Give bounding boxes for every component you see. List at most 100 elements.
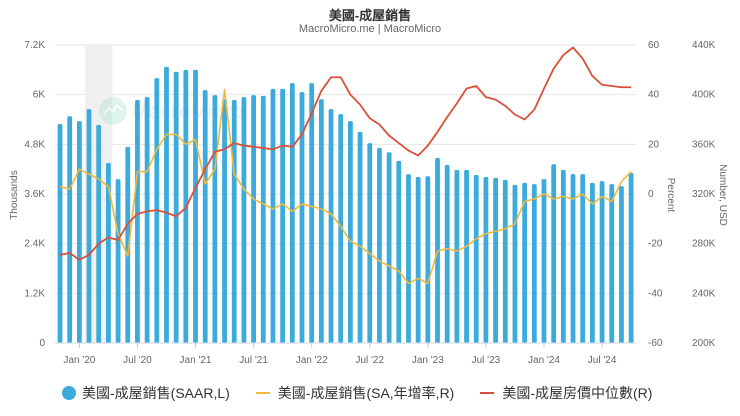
svg-text:4.8K: 4.8K [24, 139, 45, 150]
bar[interactable] [444, 165, 450, 343]
bar[interactable] [551, 164, 557, 343]
svg-text:-40: -40 [648, 288, 663, 299]
chart-plot: MacroMicro 7.2K6K4.8K3.6K2.4K1.2K0604020… [9, 40, 728, 366]
svg-text:6K: 6K [33, 90, 46, 101]
bar[interactable] [570, 174, 576, 343]
svg-text:0: 0 [648, 189, 654, 200]
bar[interactable] [241, 97, 247, 344]
bar[interactable] [425, 176, 431, 343]
bar[interactable] [590, 182, 595, 343]
bar[interactable] [106, 162, 111, 343]
bar[interactable] [348, 121, 353, 344]
svg-text:1.2K: 1.2K [24, 288, 45, 299]
svg-text:360K: 360K [692, 139, 716, 150]
bar[interactable] [580, 174, 586, 343]
svg-text:7.2K: 7.2K [24, 40, 45, 51]
bar[interactable] [57, 124, 63, 343]
bar[interactable] [135, 100, 140, 343]
bar[interactable] [144, 97, 150, 344]
svg-text:320K: 320K [692, 189, 716, 200]
svg-text:Jan '24: Jan '24 [528, 355, 560, 366]
yoy-line [59, 88, 632, 285]
bar[interactable] [522, 182, 528, 343]
chart-subtitle: MacroMicro.me | MacroMicro [298, 23, 442, 35]
svg-text:280K: 280K [692, 239, 716, 250]
bar[interactable] [396, 160, 402, 343]
legend-item-price[interactable]: 美國-成屋房價中位數(R) [480, 383, 652, 403]
svg-text:-60: -60 [648, 338, 663, 349]
bar[interactable] [415, 177, 421, 343]
gridlines [55, 44, 636, 344]
circle-icon [62, 386, 76, 400]
svg-text:Jul '22: Jul '22 [355, 355, 384, 366]
bar[interactable] [125, 146, 131, 343]
bar[interactable] [377, 148, 382, 343]
bar[interactable] [512, 184, 518, 343]
bar[interactable] [309, 83, 315, 344]
bar[interactable] [502, 179, 508, 343]
bar[interactable] [231, 100, 237, 343]
bar[interactable] [86, 109, 92, 344]
bar-series [57, 66, 634, 344]
svg-text:2.4K: 2.4K [24, 239, 45, 250]
bar[interactable] [212, 95, 218, 343]
bar[interactable] [318, 99, 324, 343]
bar[interactable] [299, 92, 305, 343]
svg-text:-20: -20 [648, 239, 663, 250]
bar[interactable] [173, 71, 179, 344]
bar[interactable] [560, 169, 566, 343]
svg-text:Thousands: Thousands [9, 170, 20, 219]
bar[interactable] [115, 179, 121, 343]
bar[interactable] [67, 116, 73, 343]
svg-text:Jul '20: Jul '20 [123, 355, 152, 366]
svg-text:200K: 200K [692, 338, 716, 349]
chart-title: 美國-成屋銷售 [328, 8, 412, 23]
line-icon [255, 392, 270, 394]
axis-labels: 7.2K 6K 4.8K 3.6K 2.4K 1.2K 0 60 40 20 0 -20 -40 -60 4… [9, 40, 728, 366]
svg-text:Jan '23: Jan '23 [412, 355, 444, 366]
line-icon [480, 392, 495, 394]
bar[interactable] [193, 69, 198, 343]
bar[interactable] [280, 88, 286, 343]
bar[interactable] [531, 184, 537, 343]
svg-text:Jul '24: Jul '24 [588, 355, 617, 366]
bar[interactable] [473, 174, 479, 343]
bar[interactable] [289, 83, 295, 344]
bar[interactable] [628, 172, 634, 343]
bar[interactable] [357, 131, 363, 343]
svg-text:0: 0 [39, 338, 45, 349]
bar[interactable] [270, 88, 276, 343]
bar[interactable] [464, 169, 469, 343]
svg-text:440K: 440K [692, 40, 716, 51]
legend-item-sales[interactable]: 美國-成屋銷售(SAAR,L) [62, 383, 230, 403]
bar[interactable] [164, 66, 169, 344]
bar[interactable] [338, 114, 344, 343]
svg-text:Jul '21: Jul '21 [239, 355, 268, 366]
bar[interactable] [406, 174, 411, 343]
svg-text:Jul '23: Jul '23 [472, 355, 501, 366]
bar[interactable] [599, 181, 605, 343]
bar[interactable] [619, 186, 624, 343]
bar[interactable] [541, 179, 547, 343]
bar[interactable] [202, 90, 208, 343]
legend-item-yoy[interactable]: 美國-成屋銷售(SA,年增率,R) [255, 383, 454, 403]
svg-text:Jan '21: Jan '21 [180, 355, 212, 366]
bar[interactable] [76, 121, 82, 344]
bar[interactable] [493, 177, 498, 343]
bar[interactable] [96, 124, 102, 343]
bar[interactable] [328, 109, 334, 344]
bar[interactable] [260, 95, 266, 344]
bar[interactable] [386, 152, 392, 343]
price-line [59, 46, 632, 261]
bar[interactable] [251, 95, 256, 343]
bar[interactable] [367, 143, 373, 343]
svg-text:400K: 400K [692, 90, 716, 101]
svg-text:Jan '22: Jan '22 [296, 355, 328, 366]
svg-text:Number, USD: Number, USD [717, 164, 728, 226]
bar[interactable] [454, 169, 460, 343]
bar[interactable] [222, 99, 227, 343]
legend-label: 美國-成屋銷售(SAAR,L) [82, 385, 230, 401]
svg-text:40: 40 [648, 90, 660, 101]
bar[interactable] [483, 177, 489, 343]
bar[interactable] [609, 184, 615, 343]
